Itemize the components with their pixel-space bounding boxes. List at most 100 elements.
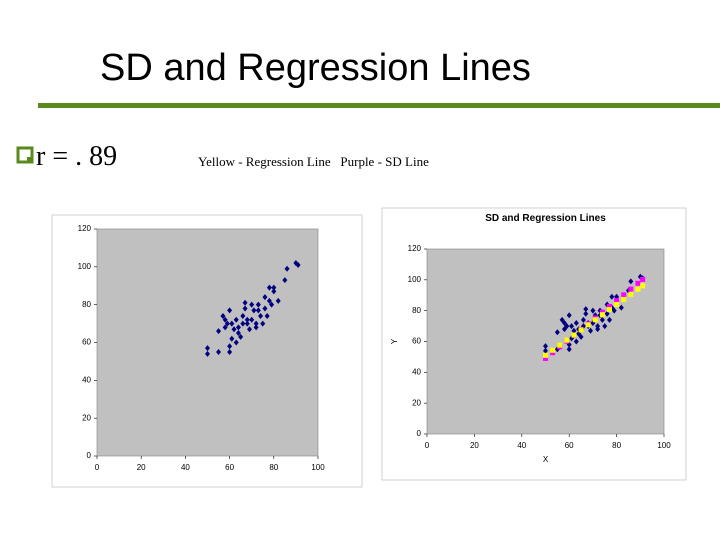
y-tick-label: 80: [82, 300, 91, 309]
point: [590, 307, 596, 314]
point: [240, 320, 246, 327]
point: [614, 298, 620, 304]
point: [220, 313, 226, 320]
point: [543, 347, 548, 354]
point: [578, 333, 584, 340]
point: [251, 307, 257, 314]
bullet-icon: [16, 146, 34, 164]
point: [216, 348, 222, 355]
point: [264, 313, 270, 320]
point: [543, 343, 548, 350]
point: [557, 342, 563, 348]
point: [255, 301, 261, 308]
point: [602, 323, 608, 330]
point: [205, 345, 210, 352]
point: [260, 320, 266, 327]
point: [635, 280, 641, 286]
x-tick-label: 100: [311, 463, 325, 472]
point: [266, 297, 272, 304]
point: [244, 316, 250, 323]
point: [271, 284, 277, 291]
x-tick-label: 60: [565, 441, 574, 450]
point: [269, 301, 275, 308]
point: [242, 299, 248, 306]
point: [244, 320, 250, 327]
x-tick-label: 60: [225, 463, 234, 472]
point: [238, 333, 244, 340]
point: [233, 339, 239, 346]
point: [621, 292, 627, 298]
point: [246, 326, 252, 333]
point: [231, 326, 237, 333]
x-tick-label: 100: [657, 441, 671, 450]
x-tick-label: 0: [425, 441, 430, 450]
bullet-icon-corner: [27, 157, 32, 162]
x-tick-label: 0: [95, 463, 100, 472]
point: [592, 317, 598, 323]
point: [580, 316, 586, 323]
title-underline: [38, 103, 720, 108]
point: [235, 330, 241, 337]
chart-title: SD and Regression Lines: [485, 213, 606, 224]
point: [588, 327, 594, 334]
point: [227, 307, 233, 314]
point: [640, 276, 646, 282]
point: [224, 320, 230, 327]
point: [253, 320, 259, 327]
point: [229, 335, 235, 342]
y-axis-label: Y: [390, 338, 399, 344]
x-axis-label: X: [543, 455, 549, 464]
point: [566, 346, 572, 353]
point: [235, 324, 241, 331]
y-tick-label: 20: [82, 413, 91, 422]
note: Yellow - Regression Line Purple - SD Lin…: [198, 154, 429, 169]
point: [258, 313, 264, 320]
y-tick-label: 60: [412, 337, 421, 346]
slide-title: SD and Regression Lines: [100, 47, 531, 89]
point: [550, 347, 556, 353]
point: [262, 294, 268, 301]
point: [564, 337, 570, 343]
point: [227, 348, 233, 355]
point: [282, 277, 288, 284]
point: [606, 307, 612, 313]
point: [216, 328, 222, 335]
point: [611, 307, 617, 314]
point: [599, 316, 605, 323]
x-tick-label: 80: [612, 441, 621, 450]
point: [604, 310, 610, 317]
y-tick-label: 40: [82, 375, 91, 384]
bullet-text: r = . 89: [36, 141, 117, 172]
point: [585, 322, 591, 328]
point: [295, 261, 301, 268]
point: [559, 316, 565, 323]
y-tick-label: 80: [412, 306, 421, 315]
point: [255, 307, 261, 314]
x-tick-label: 20: [137, 463, 146, 472]
point: [229, 320, 235, 327]
point: [571, 332, 577, 338]
point: [595, 323, 601, 330]
point: [618, 304, 624, 311]
point: [583, 306, 589, 313]
point: [262, 305, 268, 312]
y-tick-label: 120: [408, 244, 422, 253]
point: [253, 324, 259, 331]
point: [284, 265, 290, 272]
point: [233, 316, 239, 323]
point: [573, 338, 579, 345]
point: [275, 297, 281, 304]
point: [583, 310, 589, 317]
point: [599, 312, 605, 318]
point: [609, 293, 615, 300]
point: [222, 316, 228, 323]
point: [554, 329, 560, 336]
point: [543, 355, 548, 361]
point: [595, 326, 601, 333]
plot-area: [96, 228, 319, 457]
x-tick-label: 40: [181, 463, 190, 472]
point: [635, 286, 641, 292]
point: [569, 323, 575, 330]
point: [240, 313, 246, 320]
point: [242, 305, 248, 312]
